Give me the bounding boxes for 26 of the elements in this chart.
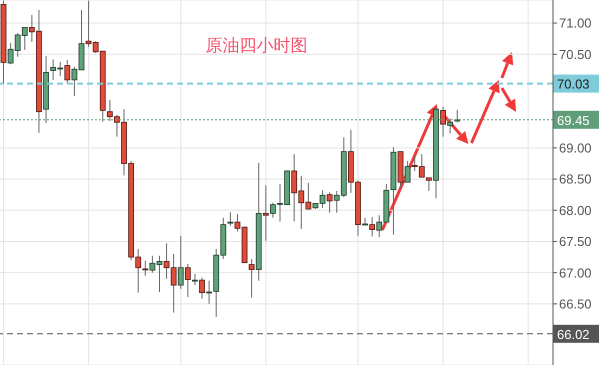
y-tick-label: 71.00 (559, 16, 592, 31)
candlestick (192, 273, 198, 286)
candlestick (64, 59, 70, 84)
ref-line-label: 69.45 (557, 112, 590, 128)
ref-line-label: 70.03 (557, 76, 590, 92)
candlestick (184, 263, 191, 298)
y-tick-label: 67.00 (559, 265, 592, 280)
y-tick-label: 70.50 (559, 46, 592, 62)
y-tick-label: 69.00 (559, 140, 592, 156)
candlestick (178, 235, 184, 290)
text: 原油四小时图 (204, 35, 308, 57)
candlestick (142, 260, 148, 276)
candlestick (369, 216, 376, 237)
candlestick (326, 192, 333, 214)
candlestick (248, 258, 255, 298)
candlestick (227, 212, 234, 226)
candlestick (404, 160, 411, 183)
y-tick-label: 68.50 (559, 172, 592, 187)
y-tick-label: 67.50 (559, 234, 592, 250)
candlestick (426, 177, 432, 192)
y-tick-label: 68.00 (559, 202, 592, 218)
candlestick (440, 106, 446, 138)
candlestick (262, 184, 269, 242)
y-tick-label: 66.50 (559, 296, 592, 312)
candlestick (199, 277, 205, 300)
ref-line-label: 66.02 (557, 326, 590, 342)
